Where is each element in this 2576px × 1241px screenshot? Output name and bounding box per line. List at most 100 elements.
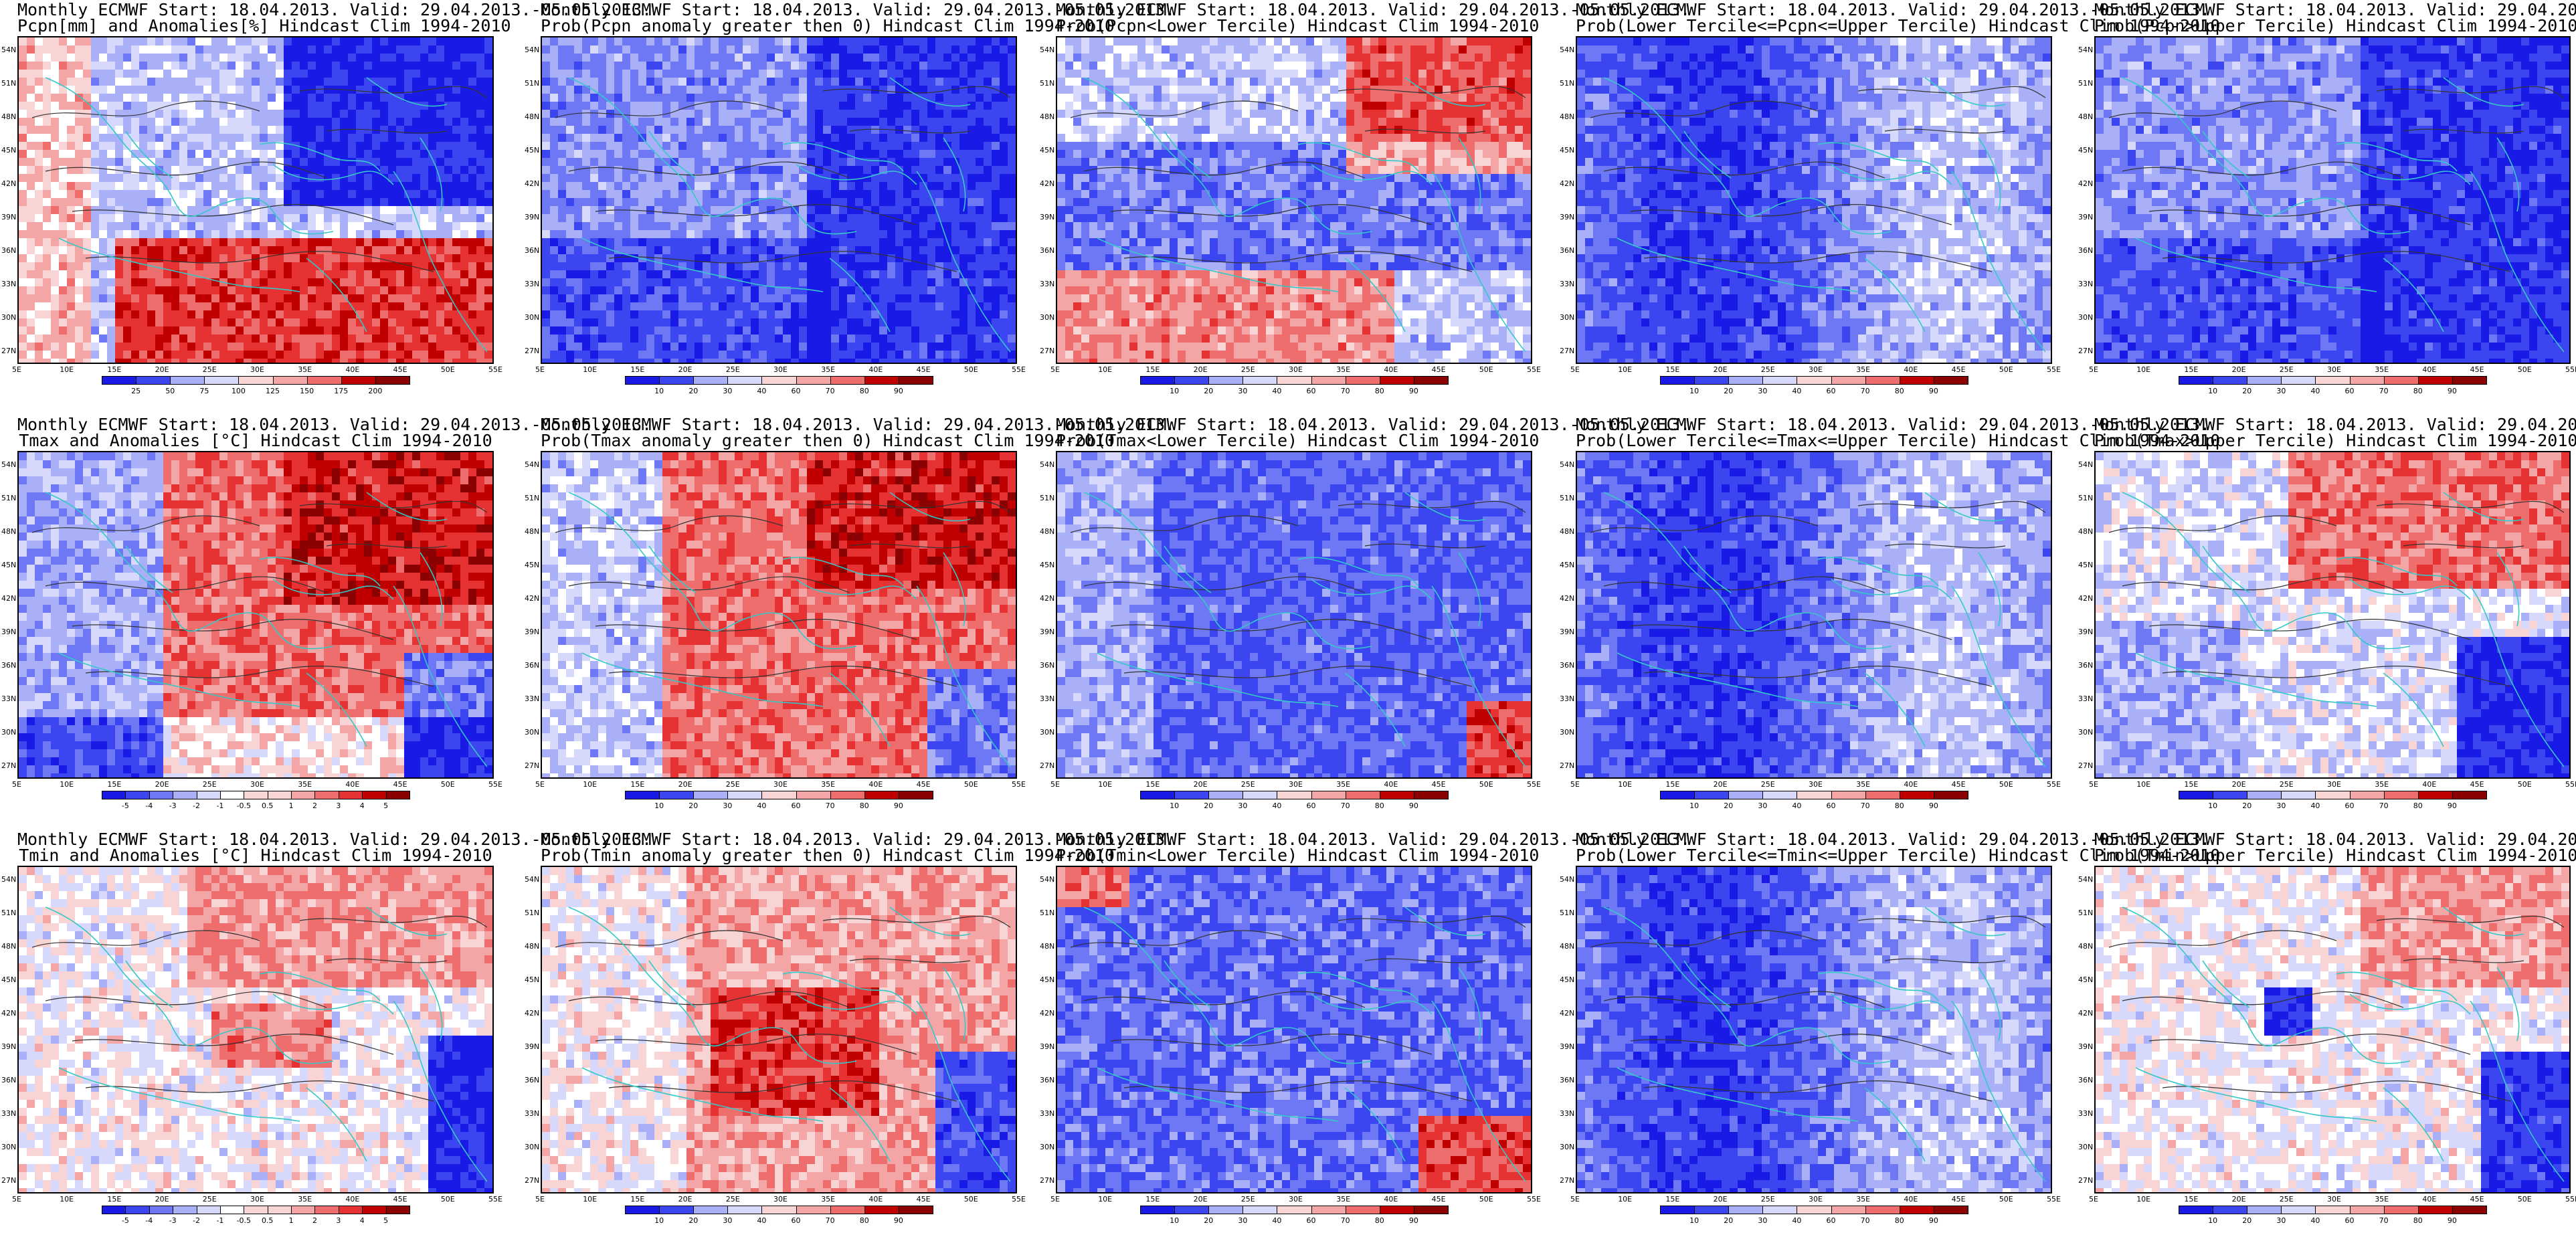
lon-tick-label: 15E xyxy=(1665,1195,1679,1204)
colorbar-swatch xyxy=(1660,376,1695,385)
lon-tick-label: 20E xyxy=(2232,780,2246,789)
colorbar-swatch xyxy=(899,376,933,385)
colorbar-swatch xyxy=(2384,1206,2419,1214)
colorbar-label: 200 xyxy=(368,387,382,395)
colorbar-label: 40 xyxy=(1272,387,1281,395)
lat-tick-label: 51N xyxy=(1,494,16,502)
lon-tick-label: 40E xyxy=(2422,780,2436,789)
colorbar-label: 30 xyxy=(2276,1216,2286,1225)
colorbar-swatch xyxy=(2247,791,2282,799)
panel-title-line2: Tmin and Anomalies [°C] Hindcast Clim 19… xyxy=(17,847,494,864)
lon-tick-label: 50E xyxy=(441,780,455,789)
colorbar-swatch xyxy=(2179,1206,2213,1214)
colorbar-swatch xyxy=(659,1206,694,1214)
lon-tick-label: 40E xyxy=(1904,1195,1918,1204)
lat-tick-label: 39N xyxy=(1560,213,1574,221)
colorbar-swatch xyxy=(796,1206,831,1214)
lat-tick-label: 30N xyxy=(525,1143,539,1151)
colorbar-swatch xyxy=(291,791,315,799)
colorbar-label: 80 xyxy=(2413,1216,2423,1225)
lon-tick-label: 10E xyxy=(583,365,597,374)
colorbar-label: 40 xyxy=(757,1216,766,1225)
lon-tick-label: 55E xyxy=(2565,365,2576,374)
colorbar-swatch xyxy=(307,376,342,385)
lon-tick-label: 5E xyxy=(1050,365,1060,374)
panel-title-line2: Prob(Tmin anomaly greater then 0) Hindca… xyxy=(541,847,1017,864)
lat-tick-label: 30N xyxy=(1560,313,1574,322)
lon-tick-label: 50E xyxy=(1999,365,2013,374)
lat-tick-label: 45N xyxy=(1560,561,1574,569)
map-panel-tmax-2: Monthly ECMWF Start: 18.04.2013. Valid: … xyxy=(541,415,1017,826)
lat-tick-label: 33N xyxy=(1040,1109,1054,1118)
lat-tick-label: 54N xyxy=(2078,45,2093,54)
lat-tick-label: 27N xyxy=(2078,761,2093,770)
lat-tick-label: 42N xyxy=(1040,594,1054,603)
panel-title-line2: Prob(Tmax anomaly greater then 0) Hindca… xyxy=(541,432,1017,450)
lon-tick-label: 50E xyxy=(964,1195,978,1204)
lat-tick-label: 30N xyxy=(1040,1143,1054,1151)
colorbar-swatch xyxy=(2281,791,2316,799)
map-area xyxy=(1056,36,1532,364)
lon-tick-label: 15E xyxy=(107,780,121,789)
colorbar-swatch xyxy=(1277,376,1311,385)
colorbar-label: 30 xyxy=(2276,387,2286,395)
lon-tick-label: 45E xyxy=(393,780,407,789)
colorbar-swatch xyxy=(1346,376,1380,385)
lat-tick-label: 39N xyxy=(1560,628,1574,636)
lat-tick-label: 48N xyxy=(1040,112,1054,121)
colorbar-label: 80 xyxy=(2413,387,2423,395)
colorbar-label: 40 xyxy=(1272,1216,1281,1225)
lat-tick-label: 42N xyxy=(1,1009,16,1018)
colorbar-swatch xyxy=(102,1206,126,1214)
colorbar-swatch xyxy=(1865,376,1900,385)
colorbar-swatch xyxy=(693,791,728,799)
colorbar-label: 4 xyxy=(360,801,365,810)
colorbar-label: 70 xyxy=(1861,387,1870,395)
lat-tick-label: 45N xyxy=(525,561,539,569)
lon-tick-label: 15E xyxy=(107,365,121,374)
lon-tick-label: 30E xyxy=(250,1195,264,1204)
lon-tick-label: 5E xyxy=(1050,780,1060,789)
lat-tick-label: 36N xyxy=(2078,661,2093,670)
lon-tick-label: 35E xyxy=(298,780,312,789)
lat-tick-label: 30N xyxy=(2078,313,2093,322)
colorbar-label: 30 xyxy=(723,1216,732,1225)
lat-tick-label: 54N xyxy=(525,875,539,884)
lat-tick-label: 42N xyxy=(1040,1009,1054,1018)
lat-tick-label: 30N xyxy=(1,728,16,737)
map-panel-tmax-5: Monthly ECMWF Start: 18.04.2013. Valid: … xyxy=(2094,415,2571,826)
lat-tick-label: 30N xyxy=(1560,1143,1574,1151)
lon-tick-label: 45E xyxy=(1952,1195,1966,1204)
colorbar-label: 90 xyxy=(1409,387,1418,395)
lon-tick-label: 5E xyxy=(2089,780,2098,789)
colorbar-swatch xyxy=(2213,1206,2247,1214)
panel-title-line2: Prob(Lower Tercile<=Tmin<=Upper Tercile)… xyxy=(1576,847,2052,864)
colorbar-label: -4 xyxy=(145,1216,153,1225)
colorbar-label: 90 xyxy=(1929,1216,1938,1225)
colorbar-swatch xyxy=(2315,376,2350,385)
colorbar-label: 90 xyxy=(2448,387,2457,395)
colorbar-label: 10 xyxy=(1170,387,1179,395)
lat-tick-label: 45N xyxy=(1,975,16,984)
lon-tick-label: 40E xyxy=(868,365,883,374)
colorbar-swatch xyxy=(727,1206,762,1214)
lat-tick-label: 39N xyxy=(1040,628,1054,636)
lon-tick-label: 55E xyxy=(1527,780,1541,789)
lat-tick-label: 39N xyxy=(1040,213,1054,221)
lat-tick-label: 48N xyxy=(1560,112,1574,121)
colorbar-swatch xyxy=(220,1206,244,1214)
lat-tick-label: 36N xyxy=(1,1076,16,1084)
map-area xyxy=(541,866,1017,1194)
lon-tick-label: 25E xyxy=(1761,1195,1775,1204)
lon-tick-label: 45E xyxy=(1952,365,1966,374)
lat-tick-label: 45N xyxy=(2078,146,2093,155)
lon-tick-label: 10E xyxy=(2136,1195,2150,1204)
lat-tick-label: 33N xyxy=(1560,280,1574,288)
lon-tick-label: 15E xyxy=(630,365,644,374)
colorbar-swatch xyxy=(244,1206,268,1214)
colorbar-swatch xyxy=(2452,791,2487,799)
colorbar-swatch xyxy=(1414,791,1449,799)
